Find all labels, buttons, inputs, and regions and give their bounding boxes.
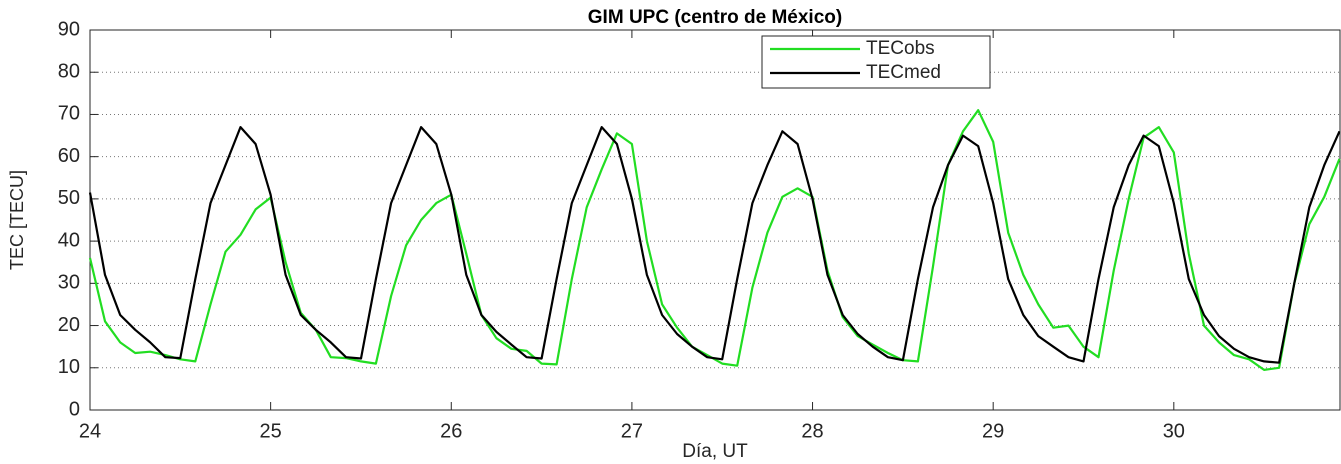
- y-tick-label: 40: [58, 229, 80, 251]
- y-tick-label: 90: [58, 18, 80, 40]
- y-tick-label: 50: [58, 187, 80, 209]
- series-line: [88, 109, 1341, 371]
- x-axis-label: Día, UT: [682, 441, 748, 462]
- plot-frame: [89, 29, 1341, 411]
- x-tick-label: 24: [79, 420, 101, 442]
- legend-label: TECobs: [866, 38, 935, 59]
- y-tick-label: 70: [58, 103, 80, 125]
- y-tick-label: 10: [58, 356, 80, 378]
- legend-label: TECmed: [866, 62, 941, 83]
- y-tick-label: 20: [58, 314, 80, 336]
- legend-box: [761, 35, 991, 89]
- y-axis-label: TEC [TECU]: [7, 170, 27, 270]
- x-tick-label: 26: [440, 420, 462, 442]
- y-tick-label: 60: [58, 145, 80, 167]
- x-tick-label: 30: [1163, 420, 1185, 442]
- x-tick-label: 27: [621, 420, 643, 442]
- x-tick-label: 25: [260, 420, 282, 442]
- y-tick-label: 0: [69, 398, 80, 420]
- chart-title: GIM UPC (centro de México): [588, 7, 842, 28]
- y-tick-label: 30: [58, 272, 80, 294]
- x-tick-label: 28: [801, 420, 823, 442]
- x-tick-label: 29: [982, 420, 1004, 442]
- series-line: [88, 126, 1341, 364]
- y-tick-label: 80: [58, 61, 80, 83]
